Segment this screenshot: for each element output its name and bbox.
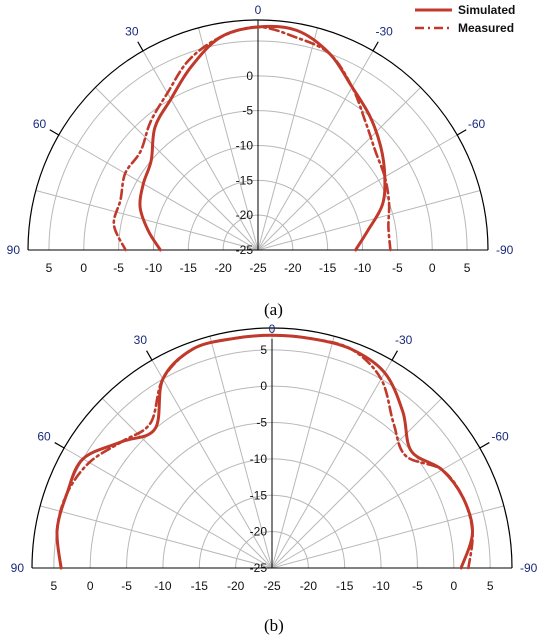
caption-a: (a)	[264, 300, 283, 319]
radial-tick-vertical: -5	[256, 416, 267, 430]
grid-spoke	[151, 359, 273, 569]
radial-tick-left: 0	[87, 579, 94, 593]
radial-tick-vertical: 5	[260, 343, 267, 357]
radial-tick-right: -15	[336, 579, 354, 593]
radial-tick-left: -15	[191, 579, 209, 593]
angle-tick-mark	[479, 442, 490, 449]
grid-spoke	[101, 397, 273, 569]
radial-tick-vertical: -20	[236, 208, 254, 222]
grid-spoke	[257, 50, 374, 251]
angle-label: -60	[491, 429, 509, 443]
radial-tick-left: -5	[113, 261, 124, 275]
outer-boundary	[31, 327, 513, 569]
angle-label: 30	[134, 333, 148, 347]
radial-tick-vertical: -5	[242, 104, 253, 118]
radial-tick-left: -15	[180, 261, 198, 275]
angle-label: 90	[7, 243, 21, 257]
angle-label: 0	[269, 322, 276, 336]
legend-label-measured: Measured	[458, 21, 514, 35]
radial-tick-left: 0	[80, 261, 87, 275]
radial-tick-right: -5	[412, 579, 423, 593]
radial-tick-left: -25	[249, 261, 267, 275]
radial-tick-left: -5	[121, 579, 132, 593]
angle-tick-mark	[54, 442, 65, 449]
angle-tick-mark	[146, 350, 153, 361]
radial-tick-left: 5	[50, 579, 57, 593]
radial-tick-vertical: -15	[250, 488, 268, 502]
grid-spoke	[271, 505, 504, 569]
legend-label-simulated: Simulated	[458, 3, 515, 17]
angle-label: -90	[520, 561, 538, 575]
angle-label: -30	[395, 333, 413, 347]
grid-spoke	[40, 505, 273, 569]
grid-spoke	[142, 50, 259, 251]
angle-label: 60	[33, 117, 47, 131]
angle-label: 0	[255, 3, 262, 17]
radial-tick-left: -20	[227, 579, 245, 593]
radial-tick-vertical: 0	[246, 69, 253, 83]
angle-tick-mark	[49, 129, 60, 136]
angle-tick-mark	[372, 41, 379, 52]
angle-label: -30	[375, 24, 393, 38]
grid-spoke	[257, 27, 319, 251]
angle-label: -60	[468, 117, 486, 131]
radial-tick-right: -5	[392, 261, 403, 275]
angle-tick-mark	[137, 41, 144, 52]
grid-spoke	[257, 134, 458, 251]
radial-tick-left: -10	[145, 261, 163, 275]
grid-spoke	[95, 87, 259, 251]
radial-tick-right: 0	[429, 261, 436, 275]
radial-tick-right: 0	[450, 579, 457, 593]
polar-chart-a: 90 60 30 0 -30 -60 -90 5 0 -5 -10 -15 -20 -25 -20 -15 -1…	[7, 3, 514, 275]
radial-tick-vertical: -25	[250, 561, 268, 575]
radial-tick-right: -20	[284, 261, 302, 275]
grid-spoke	[257, 189, 481, 251]
radial-tick-right: -10	[372, 579, 390, 593]
grid-spoke	[271, 359, 393, 569]
angle-tick-mark	[391, 350, 398, 361]
radial-tick-right: -20	[300, 579, 318, 593]
radial-tick-vertical: -25	[236, 243, 254, 257]
radial-tick-left: -10	[154, 579, 172, 593]
radial-tick-right: -15	[319, 261, 337, 275]
radial-tick-right: -10	[354, 261, 372, 275]
grid-spoke	[63, 447, 273, 569]
angle-label: -90	[496, 243, 514, 257]
grid-spoke	[271, 397, 443, 569]
radial-tick-vertical: -20	[250, 525, 268, 539]
series-measured	[112, 25, 392, 252]
caption-b: (b)	[264, 616, 284, 635]
grid-spoke	[257, 87, 421, 251]
radial-tick-right: 5	[487, 579, 494, 593]
radial-tick-vertical: -10	[250, 452, 268, 466]
legend: Simulated Measured	[415, 3, 515, 35]
series-measured	[55, 334, 474, 570]
angle-label: 90	[11, 561, 25, 575]
angle-tick-mark	[456, 129, 467, 136]
radial-tick-left: 5	[46, 261, 53, 275]
grid-spoke	[35, 189, 259, 251]
series-simulated	[138, 24, 387, 252]
angle-label: 30	[125, 24, 139, 38]
grid-spoke	[271, 336, 335, 569]
angle-label: 60	[37, 429, 51, 443]
radial-tick-vertical: 0	[260, 379, 267, 393]
grid-spoke	[58, 134, 259, 251]
radial-tick-left: -20	[214, 261, 232, 275]
grid-spoke	[197, 27, 259, 251]
grid-spoke	[209, 336, 273, 569]
grid-spoke	[271, 447, 481, 569]
radial-tick-vertical: -15	[236, 173, 254, 187]
radial-tick-right: 5	[464, 261, 471, 275]
radial-tick-vertical: -10	[236, 138, 254, 152]
radial-tick-left: -25	[263, 579, 281, 593]
